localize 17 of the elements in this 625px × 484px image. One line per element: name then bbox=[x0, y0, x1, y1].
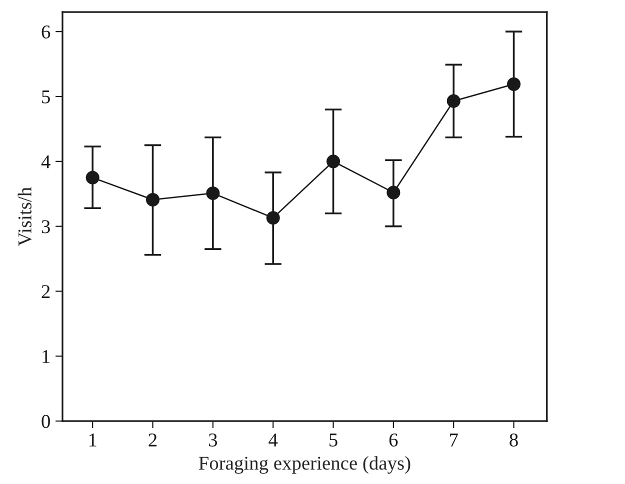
y-axis-title: Visits/h bbox=[18, 187, 32, 246]
y-tick-label: 2 bbox=[42, 285, 50, 298]
x-tick-label: 2 bbox=[148, 434, 157, 446]
x-tick-label: 7 bbox=[450, 434, 458, 446]
y-tick-label: 1 bbox=[42, 350, 50, 363]
x-tick-label: 1 bbox=[89, 434, 96, 446]
x-tick-label: 8 bbox=[510, 433, 518, 447]
y-tick-label: 0 bbox=[42, 414, 50, 428]
x-axis-title: Foraging experience (days) bbox=[198, 456, 410, 474]
y-tick-label: 4 bbox=[41, 155, 50, 168]
y-tick-label: 6 bbox=[42, 25, 50, 39]
y-tick-label: 3 bbox=[42, 220, 50, 234]
y-tick-label: 5 bbox=[42, 90, 50, 104]
x-tick-label: 3 bbox=[208, 434, 218, 447]
x-tick-label: 4 bbox=[268, 434, 278, 446]
x-tick-label: 6 bbox=[389, 434, 398, 447]
x-tick-label: 5 bbox=[330, 434, 338, 447]
